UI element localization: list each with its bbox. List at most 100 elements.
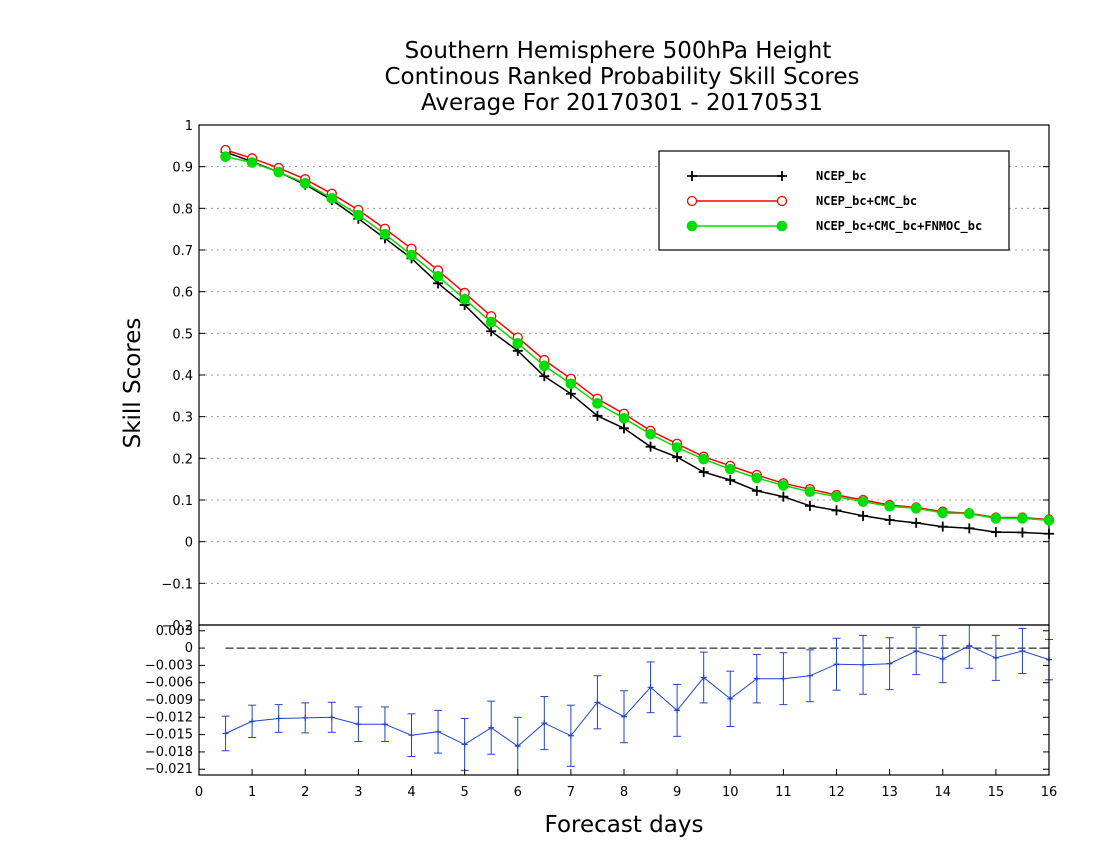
data-point-ncep-cmc-fnmoc — [406, 249, 417, 261]
difference-point — [541, 720, 548, 727]
data-point-ncep-bc — [1044, 528, 1054, 539]
x-tick-label: 10 — [722, 785, 739, 800]
data-point-ncep-cmc-fnmoc — [831, 491, 842, 502]
data-point-ncep-cmc-fnmoc — [512, 338, 524, 349]
data-point-ncep-cmc-fnmoc — [246, 157, 258, 168]
lower-y-tick-label: −0.009 — [145, 693, 193, 708]
data-point-ncep-cmc-fnmoc — [220, 151, 231, 162]
x-tick-label: 12 — [828, 785, 845, 800]
difference-point — [328, 714, 335, 721]
data-point-ncep-cmc-fnmoc — [804, 486, 816, 497]
data-point-ncep-cmc-fnmoc — [964, 508, 975, 520]
x-tick-label: 13 — [881, 785, 898, 800]
difference-point — [992, 654, 999, 661]
x-tick-label: 15 — [988, 785, 1005, 800]
difference-point — [514, 743, 521, 750]
lower-y-tick-label: −0.012 — [145, 710, 193, 725]
difference-point — [275, 715, 282, 722]
data-point-ncep-bc — [937, 521, 948, 532]
chart-title-line-2: Continous Ranked Probability Skill Score… — [384, 64, 859, 90]
difference-point — [302, 714, 309, 721]
data-point-ncep-bc — [645, 441, 656, 452]
x-tick-label: 5 — [460, 785, 468, 800]
difference-point — [966, 642, 973, 649]
legend-label: NCEP_bc+CMC_bc — [816, 194, 917, 209]
y-tick-label: 0 — [185, 536, 193, 551]
legend-marker — [776, 195, 788, 207]
data-point-ncep-cmc-fnmoc — [937, 507, 949, 519]
data-point-ncep-cmc-fnmoc — [539, 360, 550, 372]
lower-panel: 0.003 0 −0.003 −0.006 −0.009 −0.012 −0.015 −0.0… — [145, 624, 1057, 800]
legend-marker — [776, 220, 788, 232]
data-point-ncep-bc — [778, 491, 789, 502]
legend-label: NCEP_bc — [816, 169, 867, 184]
data-point-ncep-cmc-fnmoc — [485, 316, 497, 328]
difference-point — [727, 695, 734, 702]
difference-point — [913, 647, 920, 654]
lower-plot-frame — [198, 624, 1050, 776]
difference-point — [381, 721, 388, 728]
difference-point — [408, 732, 415, 739]
lower-y-tick-label: −0.006 — [145, 676, 193, 691]
lower-y-tick-label: −0.015 — [145, 728, 193, 743]
data-point-ncep-bc — [831, 505, 842, 516]
lower-y-tick-label: 0.003 — [156, 624, 193, 639]
y-tick-label: 0.6 — [172, 286, 193, 301]
x-axis-title: Forecast days — [545, 812, 704, 838]
x-tick-label: 7 — [567, 785, 575, 800]
data-point-ncep-cmc-fnmoc — [698, 453, 709, 465]
difference-point — [355, 721, 362, 728]
data-point-ncep-cmc-fnmoc — [379, 228, 391, 240]
data-point-ncep-cmc-fnmoc — [857, 496, 869, 507]
difference-point — [780, 675, 787, 682]
data-point-ncep-bc — [804, 500, 815, 511]
x-tick-label: 4 — [407, 785, 415, 800]
x-tick-label: 3 — [354, 785, 362, 800]
data-point-ncep-bc — [858, 510, 869, 521]
data-point-ncep-cmc-fnmoc — [299, 178, 311, 189]
x-tick-label: 6 — [514, 785, 522, 800]
difference-point — [860, 661, 867, 668]
data-point-ncep-cmc-fnmoc — [778, 480, 789, 491]
difference-point — [939, 656, 946, 663]
lower-y-tick-label: 0 — [185, 641, 193, 656]
y-tick-label: 0.1 — [172, 494, 193, 509]
data-point-ncep-bc — [990, 527, 1001, 538]
difference-point — [567, 732, 574, 739]
difference-point — [674, 707, 681, 714]
chart-title-line-3: Average For 20170301 - 20170531 — [421, 90, 823, 116]
data-point-ncep-bc — [964, 523, 975, 534]
y-tick-label: 0.9 — [172, 161, 193, 176]
legend: NCEP_bc NCEP_bc+CMC_bc NCEP_bc+CMC_bc+FNMO… — [658, 150, 1010, 251]
difference-point — [1019, 647, 1026, 654]
data-point-ncep-bc — [565, 388, 576, 399]
y-tick-label: 0.5 — [172, 327, 193, 342]
data-point-ncep-cmc-fnmoc — [1043, 515, 1055, 526]
y-tick-label: −0.2 — [161, 619, 193, 634]
y-tick-label: 0.3 — [172, 411, 193, 426]
data-point-ncep-cmc-fnmoc — [618, 413, 630, 424]
data-point-ncep-cmc-fnmoc — [671, 442, 683, 453]
data-point-ncep-bc — [911, 517, 922, 528]
x-tick-label: 14 — [934, 785, 951, 800]
data-point-ncep-bc — [486, 326, 497, 337]
data-point-ncep-cmc-fnmoc — [353, 209, 364, 221]
difference-point — [621, 713, 627, 720]
legend-marker — [687, 171, 697, 181]
data-point-ncep-cmc-fnmoc — [990, 513, 1002, 524]
data-point-ncep-bc — [698, 467, 709, 478]
difference-line — [225, 645, 1050, 747]
legend-marker — [686, 195, 698, 207]
legend-marker — [777, 171, 787, 181]
difference-point — [594, 699, 601, 706]
data-point-ncep-cmc-fnmoc — [273, 166, 284, 178]
difference-point — [435, 728, 442, 735]
data-point-ncep-cmc-fnmoc — [592, 398, 603, 409]
chart-title-line-1: Southern Hemisphere 500hPa Height — [405, 38, 832, 64]
lower-y-tick-label: −0.021 — [145, 762, 193, 777]
data-point-ncep-bc — [619, 423, 629, 434]
upper-panel: 1 0.9 0.8 0.7 0.6 0.5 0.4 0.3 0.2 0.1 0 −0.1 −0.2 — [161, 119, 1055, 634]
data-point-ncep-cmc-fnmoc — [910, 503, 922, 514]
difference-point — [700, 674, 707, 681]
data-point-ncep-bc — [539, 371, 550, 382]
